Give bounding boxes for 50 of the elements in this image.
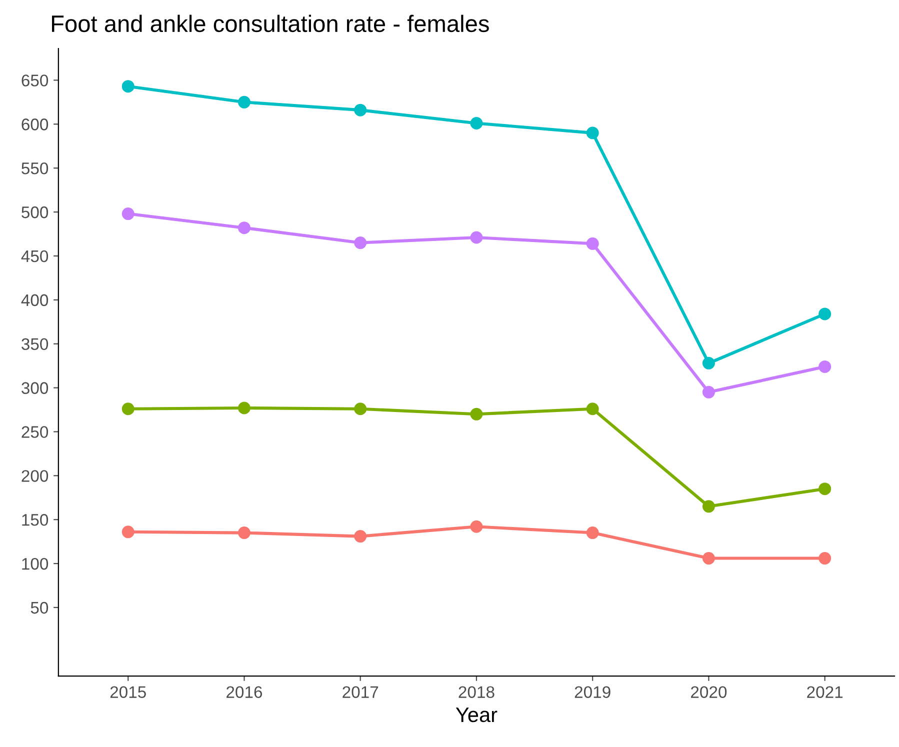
y-tick-label: 200: [22, 470, 48, 482]
x-tick-label: 2016: [226, 686, 262, 698]
y-tick-label: 450: [21, 250, 48, 262]
point: [586, 126, 599, 140]
point: [122, 80, 134, 93]
y-tick-label: 250: [22, 426, 48, 438]
x-tick-label: 2019: [574, 686, 610, 698]
point: [470, 231, 483, 244]
y-tick-label: 550: [22, 162, 48, 174]
point: [702, 386, 715, 398]
point: [818, 482, 832, 496]
point: [122, 208, 134, 220]
y-tick-label: 300: [22, 382, 48, 394]
point: [470, 408, 483, 420]
y-tick-label: 500: [22, 206, 48, 218]
point: [238, 526, 250, 540]
point: [702, 500, 715, 513]
x-tick-label: 2018: [458, 686, 494, 698]
point: [354, 236, 367, 250]
y-tick-label: 150: [22, 514, 48, 526]
point: [238, 402, 250, 414]
point: [586, 237, 599, 250]
chart-title: Foot and ankle consultation rate - females: [52, 14, 489, 32]
x-tick-label: 2020: [691, 686, 727, 698]
point: [122, 526, 134, 538]
point: [238, 96, 250, 108]
y-tick-label: 350: [22, 338, 48, 350]
point: [354, 530, 367, 543]
y-tick-label: 600: [22, 118, 48, 130]
x-axis-title: Year: [456, 708, 498, 722]
point: [586, 402, 599, 416]
point: [122, 402, 134, 416]
y-tick-label: 100: [22, 558, 48, 570]
point: [702, 552, 715, 565]
point: [702, 356, 715, 370]
point: [586, 526, 599, 540]
x-tick-label: 2021: [807, 686, 843, 698]
point: [470, 117, 483, 130]
point: [818, 360, 832, 373]
y-tick-label: 50: [30, 602, 48, 614]
point: [470, 520, 483, 533]
point: [818, 308, 832, 320]
y-tick-label: 650: [22, 74, 48, 86]
x-tick-label: 2017: [342, 686, 378, 698]
point: [354, 104, 367, 116]
point: [238, 222, 250, 234]
y-tick-label: 400: [21, 294, 48, 306]
x-tick-label: 2015: [110, 686, 146, 698]
point: [354, 402, 367, 416]
point: [818, 552, 832, 565]
